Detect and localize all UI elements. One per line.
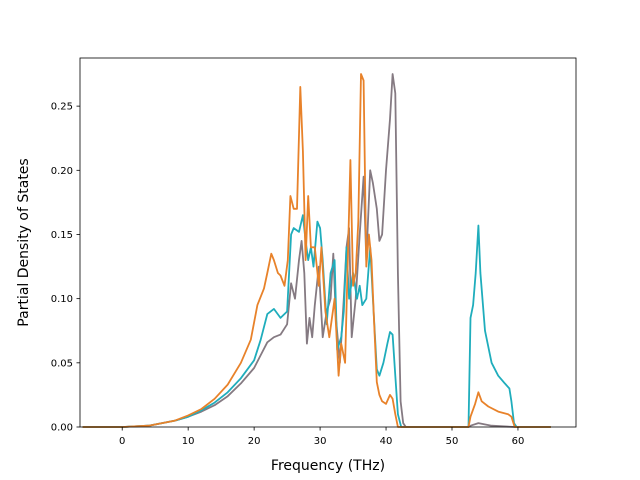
series-line-3 (82, 73, 551, 428)
x-tick-label: 60 (512, 436, 525, 447)
x-axis: 0 10 20 30 40 50 60 (119, 427, 524, 447)
y-tick-label: 0.00 (51, 423, 73, 434)
y-tick-label: 0.15 (51, 230, 73, 241)
x-tick-label: 20 (248, 436, 261, 447)
y-axis-label: Partial Density of States (16, 158, 32, 326)
series-line-1 (82, 73, 551, 428)
y-tick-label: 0.05 (51, 358, 73, 369)
y-tick-label: 0.20 (51, 166, 73, 177)
y-tick-label: 0.25 (51, 102, 73, 113)
x-tick-label: 50 (446, 436, 459, 447)
series-line-2 (82, 214, 551, 428)
y-tick-label: 0.10 (51, 294, 73, 305)
x-axis-label: Frequency (THz) (271, 458, 385, 474)
x-tick-label: 30 (314, 436, 327, 447)
x-tick-label: 10 (182, 436, 195, 447)
x-tick-label: 0 (119, 436, 125, 447)
x-tick-label: 40 (380, 436, 393, 447)
plot-frame (79, 57, 577, 428)
y-axis: 0.00 0.05 0.10 0.15 0.20 0.25 (51, 102, 80, 434)
series-layer (82, 73, 551, 428)
